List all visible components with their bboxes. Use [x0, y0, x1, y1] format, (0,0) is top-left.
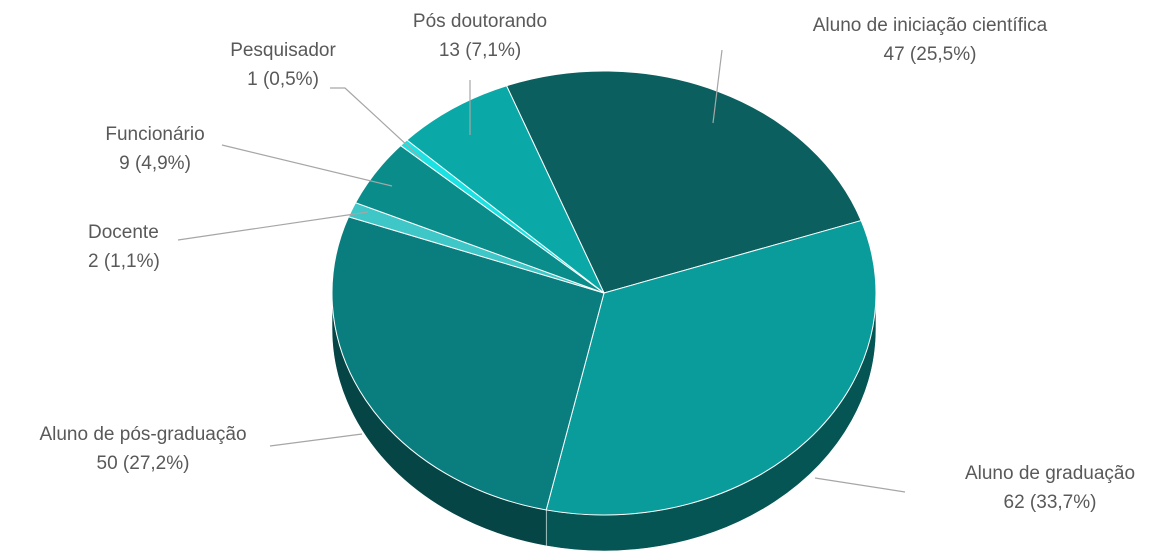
- slice: [545, 219, 877, 516]
- slice-label: Aluno de pós-graduação: [39, 424, 246, 445]
- slice-value-label: 62 (33,7%): [1004, 492, 1097, 513]
- leader-line: [330, 87, 423, 160]
- slice-label: Aluno de iniciação científica: [813, 15, 1048, 36]
- slice-label: Pós doutorando: [413, 11, 547, 32]
- leader-line: [221, 144, 393, 187]
- slice: [331, 216, 605, 511]
- slice-value-label: 9 (4,9%): [119, 153, 191, 174]
- slice-value-label: 47 (25,5%): [884, 44, 977, 65]
- slice-value-label: 2 (1,1%): [88, 251, 160, 272]
- slice-label: Aluno de graduação: [965, 463, 1135, 484]
- slice-value-label: 13 (7,1%): [439, 40, 521, 61]
- slice-label: Docente: [88, 222, 159, 243]
- leader-line: [712, 49, 723, 124]
- slice: [505, 70, 862, 294]
- leader-line: [814, 477, 906, 493]
- leader-line: [269, 433, 363, 447]
- slice-label: Funcionário: [105, 124, 204, 145]
- slice-label: Pesquisador: [230, 40, 336, 61]
- slice-value-label: 50 (27,2%): [97, 453, 190, 474]
- leader-line: [177, 211, 369, 241]
- slice-value-label: 1 (0,5%): [247, 69, 319, 90]
- slice: [406, 85, 605, 294]
